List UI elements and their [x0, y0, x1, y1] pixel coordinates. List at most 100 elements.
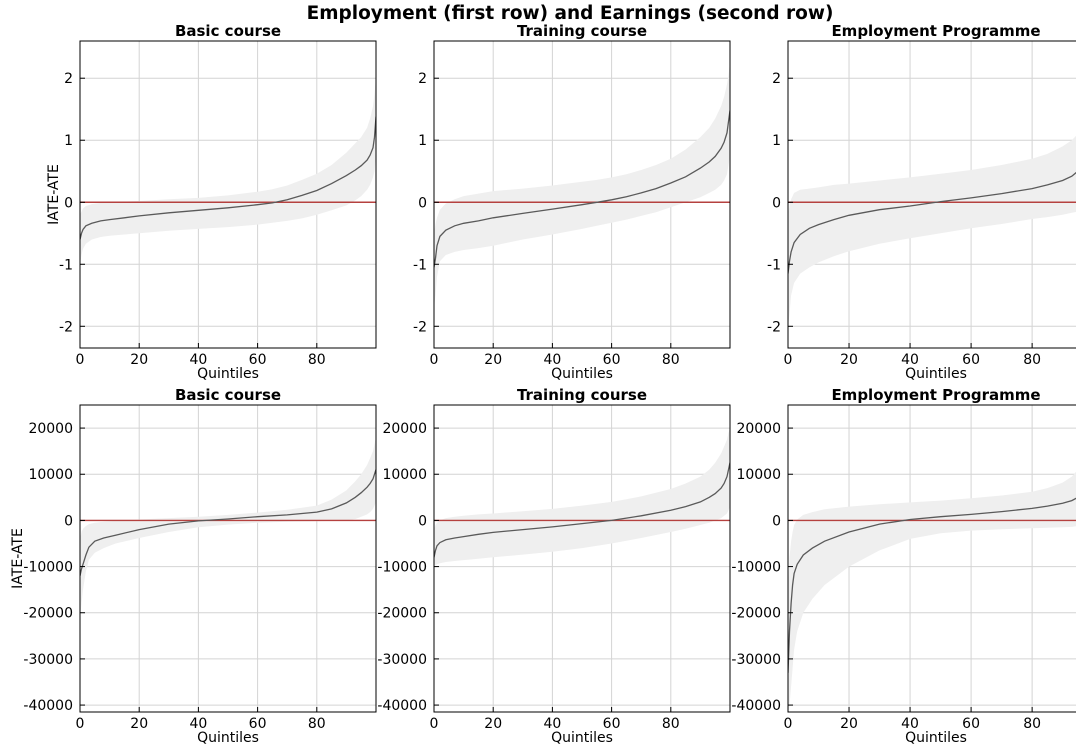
y-tick-label: -2 [59, 319, 73, 335]
axes-frame [79, 404, 377, 713]
y-tick-label: -40000 [731, 698, 781, 714]
x-axis-label: Quintiles [197, 730, 259, 746]
panel-title: Basic course [175, 22, 281, 40]
x-tick-label: 20 [484, 716, 502, 732]
plot-area [80, 78, 376, 265]
x-axis-label: Quintiles [905, 730, 967, 746]
x-tick-label: 60 [249, 716, 267, 732]
y-tick-label: 2 [64, 71, 73, 87]
confidence-band [434, 428, 730, 566]
confidence-band [80, 78, 376, 265]
x-tick-label: 0 [76, 352, 85, 368]
x-tick-label: 60 [962, 716, 980, 732]
iate-ate-line [788, 497, 1076, 673]
iate-ate-line [788, 171, 1076, 274]
x-tick-label: 0 [784, 352, 793, 368]
y-tick-label: 20000 [28, 421, 73, 437]
y-tick-label: 10000 [28, 467, 73, 483]
iate-ate-line [80, 116, 376, 240]
x-tick-label: 40 [543, 352, 561, 368]
plot-area [80, 437, 376, 618]
y-tick-label: -10000 [731, 560, 781, 576]
chart-panel-6: 0 20 40 60 80 20000 10000 0 -10000 -20000 -30000 -4… [731, 386, 1076, 746]
y-tick-label: 0 [772, 195, 781, 211]
y-tick-label: 2 [418, 71, 427, 87]
y-tick-label: -40000 [23, 698, 73, 714]
axes-frame [787, 40, 1076, 349]
x-tick-label: 0 [430, 716, 439, 732]
x-tick-label: 0 [784, 716, 793, 732]
x-tick-label: 60 [962, 352, 980, 368]
y-tick-label: 10000 [382, 467, 427, 483]
plot-area [788, 135, 1076, 327]
axes-frame [787, 404, 1076, 713]
x-tick-label: 80 [308, 716, 326, 732]
y-tick-label: 20000 [736, 421, 781, 437]
y-axis-label: IATE-ATE [10, 528, 26, 589]
y-tick-label: 0 [772, 513, 781, 529]
x-tick-label: 20 [840, 716, 858, 732]
figure-suptitle: Employment (first row) and Earnings (sec… [306, 3, 834, 24]
y-tick-label: 20000 [382, 421, 427, 437]
y-tick-label: -1 [59, 257, 73, 273]
y-tick-label: 2 [772, 71, 781, 87]
y-tick-label: -20000 [731, 606, 781, 622]
y-tick-label: -1 [413, 257, 427, 273]
y-tick-label: -2 [413, 319, 427, 335]
x-tick-label: 80 [662, 352, 680, 368]
x-tick-label: 60 [603, 716, 621, 732]
x-tick-label: 80 [662, 716, 680, 732]
y-tick-label: -10000 [23, 560, 73, 576]
panel-title: Employment Programme [831, 22, 1040, 40]
axes-frame [433, 404, 731, 713]
x-tick-label: 20 [130, 352, 148, 368]
x-tick-label: 40 [543, 716, 561, 732]
y-tick-label: -30000 [377, 652, 427, 668]
panel-title: Basic course [175, 386, 281, 404]
chart-panel-5: 0 20 40 60 80 20000 10000 0 -10000 -20000 -30000 -4… [377, 386, 731, 746]
axes-frame [433, 40, 731, 349]
iate-ate-line [434, 110, 730, 268]
chart-panel-4: 0 20 40 60 80 20000 10000 0 -10000 -20000 -30000 -4… [10, 386, 377, 746]
y-tick-label: 0 [64, 513, 73, 529]
y-tick-label: -30000 [23, 652, 73, 668]
y-tick-label: -20000 [23, 606, 73, 622]
x-tick-label: 0 [430, 352, 439, 368]
chart-panel-3: 0 20 40 60 80 2 1 0 -1 -2 Employment Programme Quin… [767, 22, 1076, 382]
y-tick-label: -40000 [377, 698, 427, 714]
x-tick-label: 40 [901, 352, 919, 368]
x-tick-label: 40 [189, 716, 207, 732]
x-tick-label: 20 [840, 352, 858, 368]
confidence-band [788, 471, 1076, 712]
plot-area [434, 428, 730, 566]
x-tick-label: 40 [901, 716, 919, 732]
chart-panel-1: 0 20 40 60 80 2 1 0 -1 -2 Basic course Quintiles IAT… [46, 22, 377, 382]
confidence-band [788, 135, 1076, 327]
x-tick-label: 80 [308, 352, 326, 368]
x-tick-label: 0 [76, 716, 85, 732]
x-tick-label: 80 [1023, 716, 1041, 732]
y-tick-label: 1 [418, 133, 427, 149]
panel-title: Training course [517, 386, 647, 404]
plot-area [788, 471, 1076, 712]
x-tick-label: 60 [249, 352, 267, 368]
x-tick-label: 20 [484, 352, 502, 368]
y-tick-label: 10000 [736, 467, 781, 483]
y-tick-label: -30000 [731, 652, 781, 668]
y-tick-label: -10000 [377, 560, 427, 576]
panel-title: Training course [517, 22, 647, 40]
confidence-band [80, 437, 376, 618]
y-tick-label: 1 [772, 133, 781, 149]
iate-ate-line [80, 469, 376, 576]
confidence-band [434, 62, 730, 308]
chart-panel-2: 0 20 40 60 80 2 1 0 -1 -2 Training course Quintiles [413, 22, 731, 382]
panel-title: Employment Programme [831, 386, 1040, 404]
x-axis-label: Quintiles [551, 366, 613, 382]
axes-frame [79, 40, 377, 349]
x-tick-label: 80 [1023, 352, 1041, 368]
y-axis-label: IATE-ATE [46, 164, 62, 225]
y-tick-label: 0 [418, 513, 427, 529]
x-axis-label: Quintiles [197, 366, 259, 382]
